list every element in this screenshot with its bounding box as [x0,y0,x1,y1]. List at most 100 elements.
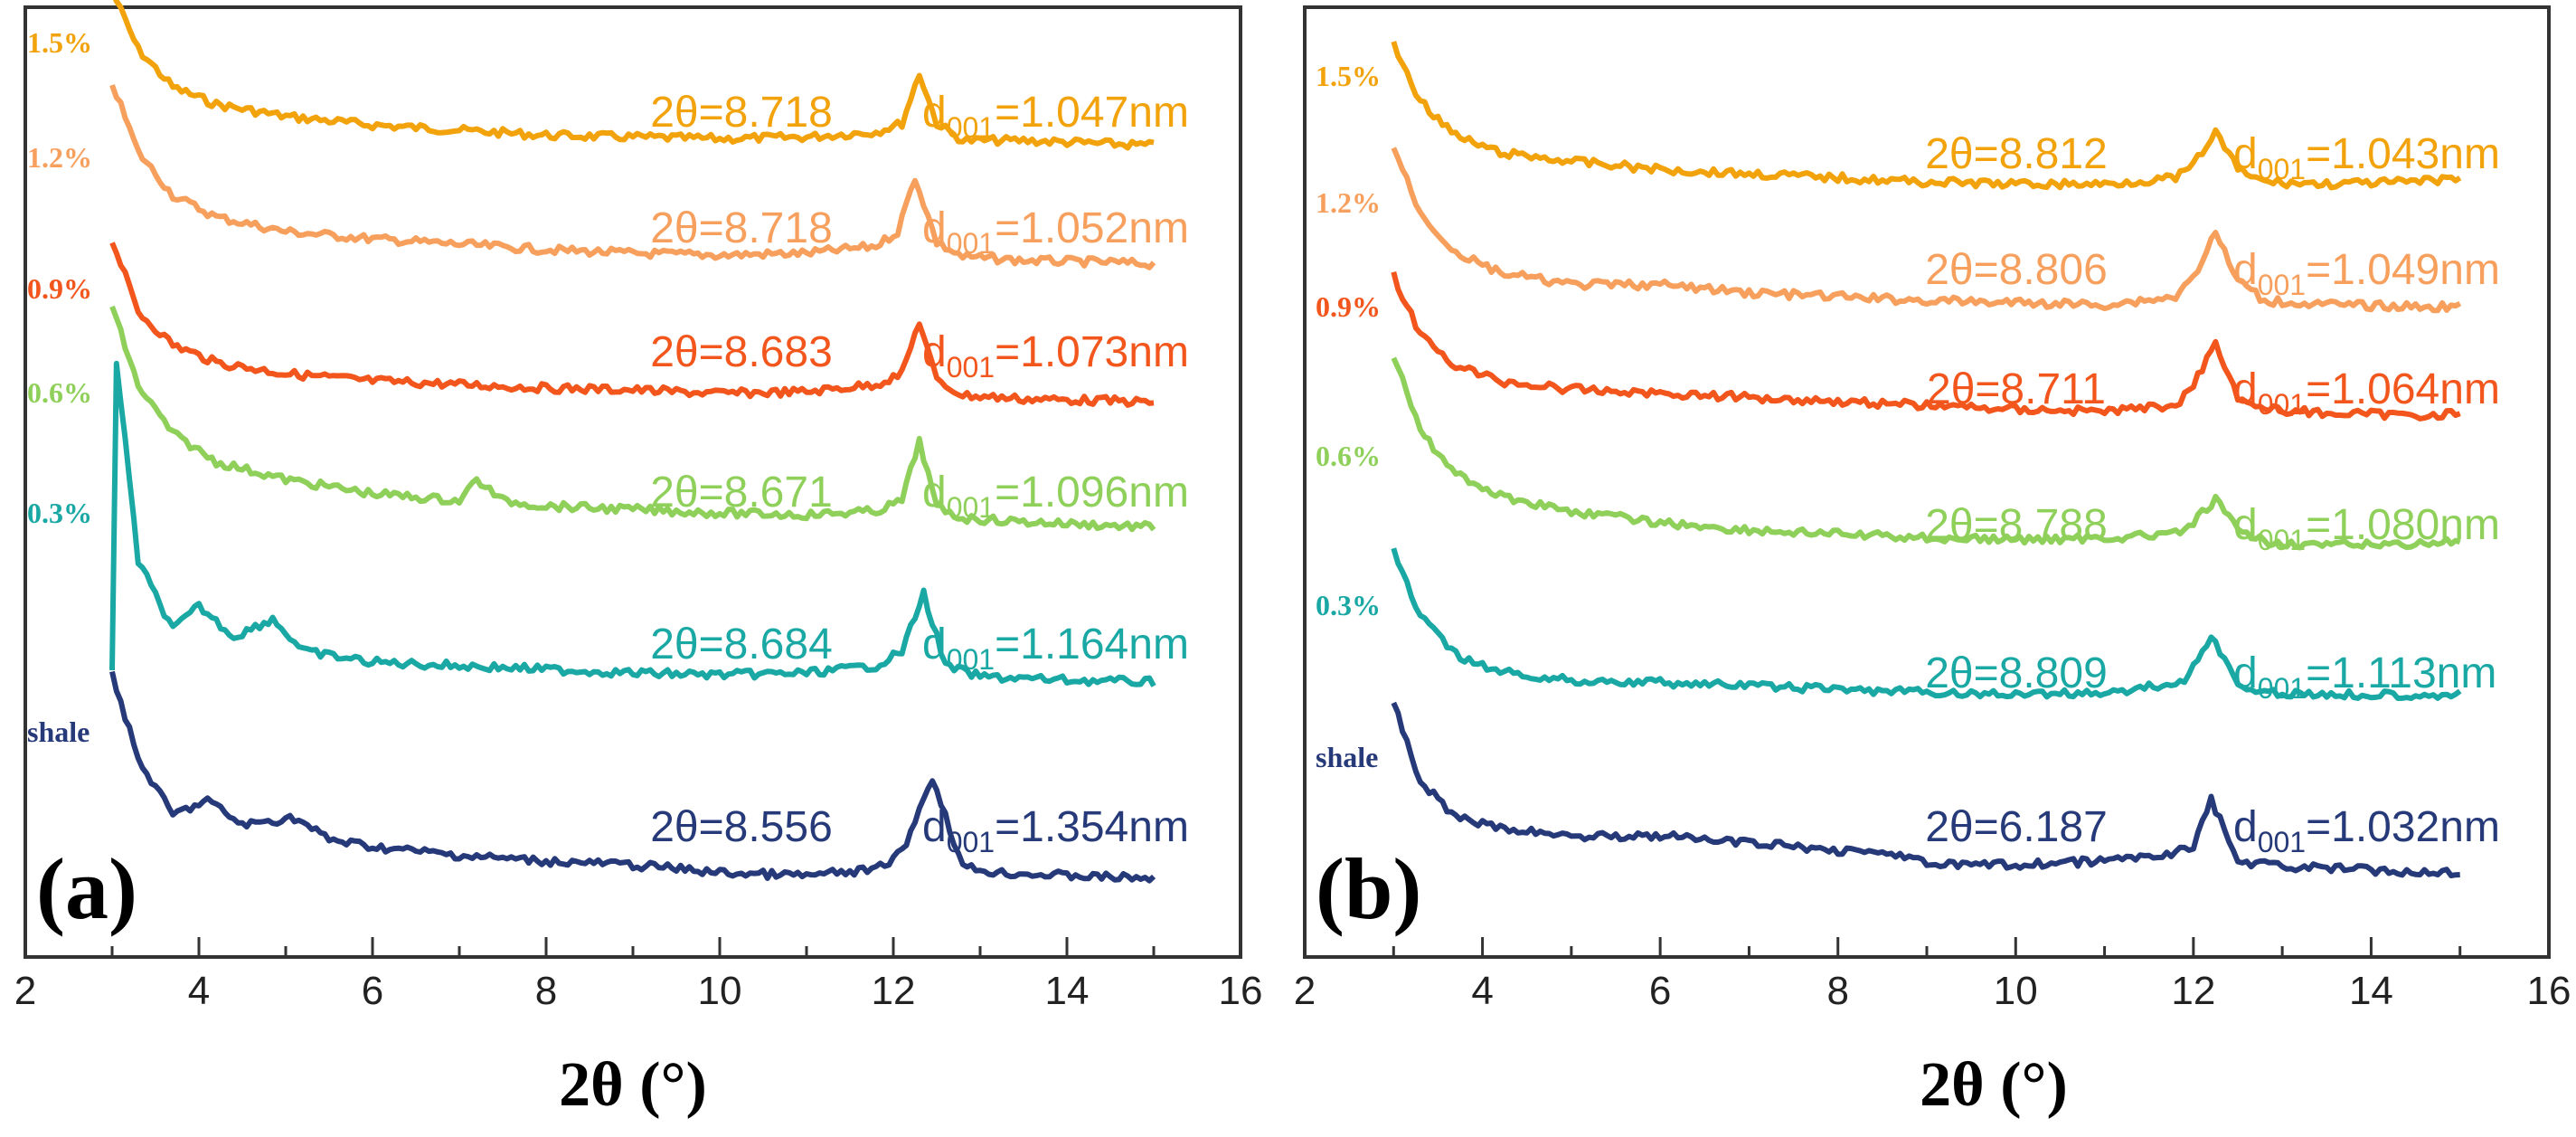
series-line-0-9pct [1391,271,2461,422]
d-symbol: d [922,204,947,252]
series-label: 0.6% [27,376,92,409]
peak-angle-annotation: 2θ=8.806 [1925,246,2108,294]
d-symbol: d [2233,130,2258,178]
series-label: 1.5% [27,26,92,59]
peak-angle-annotation: 2θ=8.711 [1927,365,2106,413]
peak-angle-annotation: 2θ=8.718 [650,89,833,137]
d-subscript: 001 [947,111,995,144]
series-label: 0.3% [1316,589,1381,621]
d-spacing-annotation: d001=1.047nm [922,89,1189,144]
d-spacing-annotation: d001=1.073nm [922,328,1189,384]
d-symbol: d [922,469,947,516]
x-tick-label: 14 [2349,969,2393,1013]
d-subscript: 001 [2258,826,2306,858]
x-tick-label: 8 [1826,969,1848,1013]
d-value: =1.080nm [2306,501,2500,549]
panel-b-x-axis-title: 2θ (°) [1920,1050,2068,1120]
d-spacing-annotation: d001=1.049nm [2233,246,2500,301]
series-line-shale [1391,701,2460,878]
series-line-0-3pct [109,360,1156,687]
d-symbol: d [2233,803,2258,851]
series-line-0-9pct [109,242,1155,408]
d-spacing-annotation: d001=1.043nm [2233,130,2500,185]
d-subscript: 001 [2258,524,2306,556]
x-tick-label: 4 [1471,969,1493,1013]
series-line-0-6pct [109,305,1156,533]
d-spacing-annotation: d001=1.096nm [922,469,1189,524]
d-symbol: d [2233,365,2258,413]
peak-angle-annotation: 2θ=8.812 [1925,130,2108,178]
x-tick-label: 2 [14,969,36,1013]
d-value: =1.354nm [995,803,1189,851]
x-tick-label: 14 [1045,969,1090,1013]
panel-a-series [109,0,1156,884]
panel-b-series [1391,41,2462,878]
d-spacing-annotation: d001=1.113nm [2233,649,2496,705]
series-label: 1.5% [1316,60,1381,92]
series-line-1-2pct [109,84,1156,270]
series-label: shale [1316,741,1378,773]
series-line-1-2pct [1391,147,2462,314]
d-value: =1.164nm [995,621,1189,668]
x-tick-label: 2 [1294,969,1316,1013]
d-symbol: d [2233,649,2258,697]
x-tick-label: 10 [1994,969,2038,1013]
d-subscript: 001 [947,351,995,384]
panel-b-ticks: 2 4 6 8 10 12 14 16 [1294,937,2571,1013]
series-label: 0.6% [1316,440,1381,472]
x-tick-label: 12 [2171,969,2215,1013]
series-label: 1.2% [27,141,92,174]
peak-angle-annotation: 2θ=8.788 [1925,501,2108,549]
series-line-1-5pct [112,0,1155,151]
peak-angle-annotation: 2θ=8.718 [650,204,833,252]
d-value: =1.052nm [995,204,1189,252]
x-tick-label: 16 [1219,969,1263,1013]
d-value: =1.113nm [2306,649,2496,697]
series-label: 0.3% [27,497,92,529]
d-subscript: 001 [2258,672,2306,705]
d-value: =1.096nm [995,469,1189,516]
peak-angle-annotation: 2θ=8.809 [1925,649,2108,697]
series-line-shale [109,670,1156,884]
series-label: 0.9% [1316,290,1381,323]
d-spacing-annotation: d001=1.080nm [2233,501,2500,556]
d-spacing-annotation: d001=1.052nm [922,204,1189,260]
d-subscript: 001 [2258,388,2306,421]
d-spacing-annotation: d001=1.032nm [2233,803,2500,858]
d-value: =1.043nm [2306,130,2500,178]
d-value: =1.049nm [2306,246,2500,294]
x-tick-label: 6 [362,969,383,1013]
series-line-0-3pct [1391,547,2462,701]
peak-angle-annotation: 2θ=8.683 [650,328,833,376]
series-label: shale [27,715,90,748]
x-tick-label: 4 [188,969,210,1013]
series-label: 0.9% [27,272,92,305]
d-symbol: d [922,328,947,376]
x-tick-label: 12 [872,969,916,1013]
d-value: =1.073nm [995,328,1189,376]
series-line-1-5pct [1391,41,2462,191]
panel-a-label: (a) [36,840,137,937]
panel-a-x-axis-title: 2θ (°) [559,1050,707,1120]
d-symbol: d [922,621,947,668]
peak-angle-annotation: 2θ=8.556 [650,803,833,851]
series-line-0-6pct [1391,356,2461,551]
d-value: =1.064nm [2306,365,2500,413]
x-tick-label: 8 [535,969,557,1013]
panel-a-ticks: 2 4 6 8 10 12 14 16 [14,937,1263,1013]
d-spacing-annotation: d001=1.164nm [922,621,1189,676]
peak-angle-annotation: 2θ=8.671 [650,469,833,516]
x-tick-label: 10 [698,969,742,1013]
panel-b-label: (b) [1316,840,1421,937]
d-subscript: 001 [947,491,995,524]
peak-angle-annotation: 2θ=6.187 [1925,803,2108,851]
d-subscript: 001 [2258,269,2306,301]
d-value: =1.047nm [995,89,1189,137]
peak-angle-annotation: 2θ=8.684 [650,621,833,668]
d-subscript: 001 [947,826,995,858]
